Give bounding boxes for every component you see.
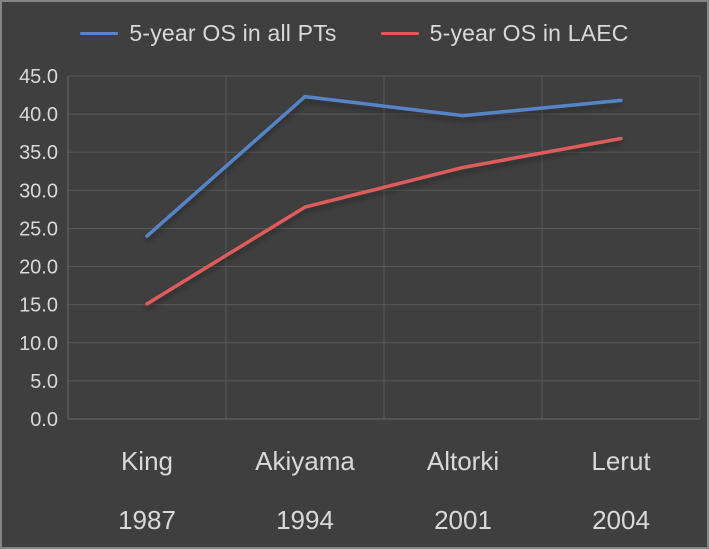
x-category-label: Akiyama [255,446,355,476]
y-tick-label: 10.0 [19,333,58,355]
x-year-label: 2001 [434,505,492,535]
chart-legend: 5-year OS in all PTs 5-year OS in LAEC [2,10,707,56]
y-tick-label: 15.0 [19,295,58,317]
legend-line-sample-blue [80,31,119,35]
x-year-label: 2004 [592,505,650,535]
x-category-label: King [121,446,173,476]
x-year-label: 1987 [118,505,176,535]
legend-item-laec: 5-year OS in LAEC [380,19,629,47]
x-category-label: Altorki [427,446,499,476]
series-line-laec [145,136,623,306]
y-tick-label: 40.0 [19,104,58,126]
y-tick-label: 20.0 [19,257,58,279]
y-tick-label: 45.0 [19,66,58,88]
y-tick-label: 5.0 [30,371,58,393]
legend-label-all-pts: 5-year OS in all PTs [129,19,337,46]
y-tick-label: 35.0 [19,142,58,164]
legend-line-sample-red [380,31,419,35]
legend-label-laec: 5-year OS in LAEC [429,19,629,46]
y-tick-label: 25.0 [19,218,58,240]
x-category-label: Lerut [591,446,651,476]
legend-item-all-pts: 5-year OS in all PTs [80,20,336,47]
y-tick-label: 0.0 [30,409,58,431]
x-year-label: 1994 [276,505,334,535]
series-line-all-pts [145,94,623,238]
y-tick-label: 30.0 [19,180,58,202]
